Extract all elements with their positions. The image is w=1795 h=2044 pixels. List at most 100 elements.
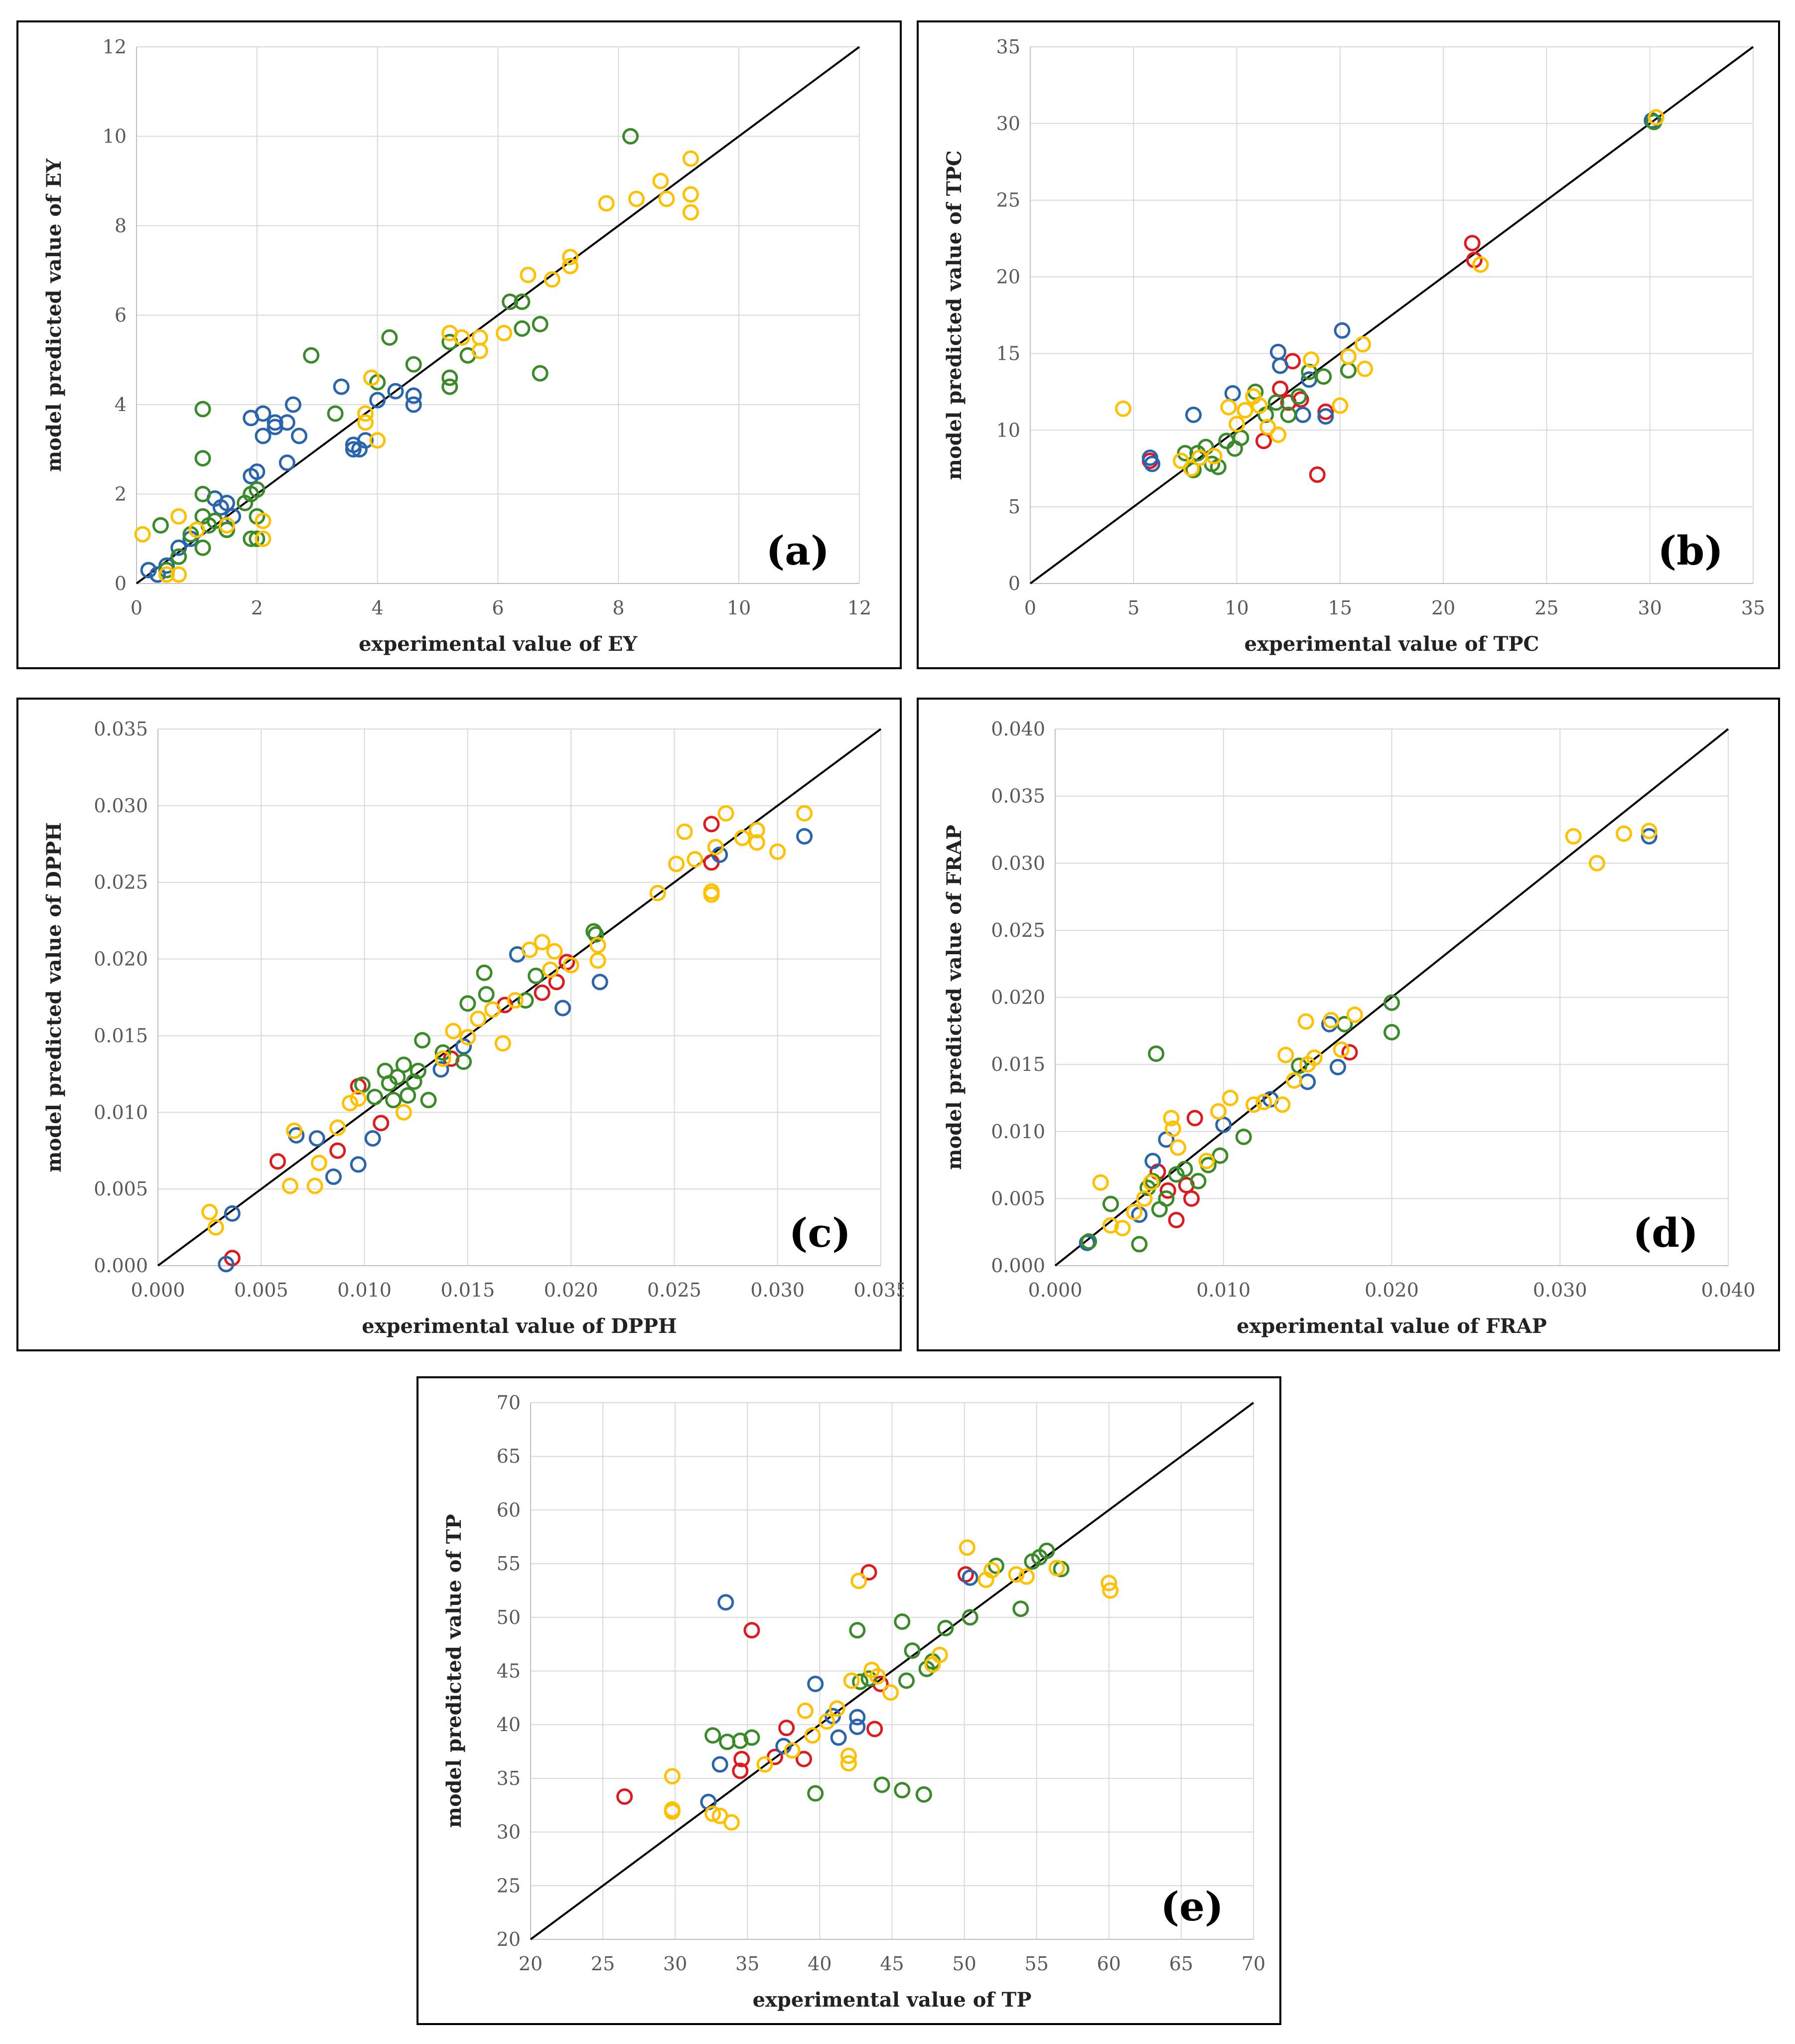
data-point-green bbox=[249, 481, 266, 498]
data-point-yellow bbox=[471, 329, 488, 346]
y-tick-label: 2 bbox=[115, 483, 127, 505]
data-point-green bbox=[532, 365, 549, 382]
x-tick-label: 0.010 bbox=[337, 1279, 392, 1301]
data-point-blue bbox=[218, 494, 235, 511]
data-point-yellow bbox=[255, 530, 272, 547]
data-point-yellow bbox=[1245, 1096, 1262, 1113]
data-point-blue bbox=[357, 432, 374, 449]
data-point-green bbox=[852, 1673, 869, 1690]
data-point-blue bbox=[387, 383, 404, 400]
data-point-red bbox=[703, 854, 720, 871]
data-point-yellow bbox=[1297, 1013, 1314, 1030]
data-point-green bbox=[152, 517, 169, 534]
data-point-yellow bbox=[723, 1814, 740, 1831]
data-point-yellow bbox=[1018, 1568, 1035, 1585]
data-point-green bbox=[414, 1032, 431, 1049]
data-point-yellow bbox=[134, 526, 151, 543]
panel-b: 0 5 10 15 20 25 30 35 0 5 10 15 20 25 30 35 experimental… bbox=[917, 20, 1780, 669]
data-point-yellow bbox=[1251, 397, 1268, 414]
data-point-green bbox=[502, 293, 519, 310]
x-axis-title: experimental value of TP bbox=[753, 1988, 1032, 2012]
data-point-yellow bbox=[306, 1177, 323, 1194]
data-point-yellow bbox=[521, 941, 538, 958]
data-point-green bbox=[441, 369, 458, 386]
data-point-yellow bbox=[1340, 348, 1357, 365]
data-point-blue bbox=[278, 454, 295, 471]
data-point-yellow bbox=[1220, 399, 1237, 416]
x-tick-label: 30 bbox=[663, 1953, 687, 1975]
y-tick-label: 0.020 bbox=[991, 987, 1045, 1009]
data-point-yellow bbox=[652, 172, 669, 189]
x-tick-label: 0.010 bbox=[1196, 1279, 1250, 1301]
data-point-red bbox=[1309, 466, 1326, 483]
y-tick-label: 0.025 bbox=[94, 872, 148, 893]
data-point-green bbox=[528, 967, 545, 984]
data-point-yellow bbox=[668, 856, 685, 873]
diagonal-line bbox=[1054, 728, 1729, 1267]
data-point-yellow bbox=[357, 414, 374, 431]
y-tick-label: 50 bbox=[497, 1606, 521, 1628]
data-point-yellow bbox=[658, 190, 675, 207]
data-point-yellow bbox=[589, 952, 606, 969]
data-point-yellow bbox=[1008, 1566, 1025, 1583]
y-tick-label: 8 bbox=[115, 215, 127, 237]
data-point-red bbox=[733, 1751, 750, 1767]
data-point-green bbox=[587, 926, 604, 943]
data-point-yellow bbox=[453, 329, 470, 346]
data-point-yellow bbox=[1115, 400, 1132, 417]
data-point-yellow bbox=[562, 249, 579, 266]
y-tick-label: 30 bbox=[497, 1821, 521, 1843]
y-tick-label: 0 bbox=[115, 573, 127, 594]
data-point-green bbox=[1190, 1172, 1207, 1189]
data-point-yellow bbox=[170, 508, 187, 525]
data-point-blue bbox=[1144, 1153, 1161, 1169]
data-point-yellow bbox=[828, 1700, 845, 1717]
data-point-blue bbox=[255, 428, 272, 444]
data-point-blue bbox=[962, 1569, 978, 1586]
data-point-yellow bbox=[664, 1768, 681, 1785]
data-point-yellow bbox=[363, 369, 380, 386]
y-axis-title: model predicted value of DPPH bbox=[42, 822, 66, 1172]
data-point-yellow bbox=[1198, 1153, 1215, 1169]
x-tick-label: 0.000 bbox=[131, 1279, 185, 1301]
data-point-yellow bbox=[188, 521, 205, 538]
data-point-yellow bbox=[1274, 1096, 1291, 1113]
data-point-yellow bbox=[1589, 855, 1606, 872]
data-point-blue bbox=[224, 1205, 241, 1222]
data-point-green bbox=[743, 1729, 760, 1746]
data-point-yellow bbox=[445, 1022, 462, 1039]
data-point-yellow bbox=[1173, 452, 1190, 469]
y-tick-label: 55 bbox=[497, 1553, 521, 1575]
y-tick-label: 0.010 bbox=[991, 1121, 1045, 1143]
data-point-red bbox=[1464, 235, 1481, 252]
data-point-blue bbox=[849, 1709, 866, 1726]
data-point-blue bbox=[149, 566, 166, 583]
data-point-green bbox=[395, 1056, 412, 1073]
data-point-yellow bbox=[350, 1090, 367, 1107]
data-point-green bbox=[1212, 1147, 1229, 1164]
data-point-green bbox=[420, 1092, 437, 1109]
data-point-yellow bbox=[1255, 1094, 1272, 1111]
data-point-green bbox=[1081, 1233, 1098, 1250]
data-point-green bbox=[962, 1609, 978, 1626]
data-point-yellow bbox=[1333, 1041, 1350, 1058]
y-tick-label: 10 bbox=[103, 126, 127, 147]
data-point-yellow bbox=[1269, 427, 1286, 443]
diagonal-line bbox=[530, 1402, 1254, 1940]
data-point-yellow bbox=[1163, 1110, 1180, 1127]
data-point-blue bbox=[775, 1738, 792, 1754]
x-tick-label: 15 bbox=[1328, 597, 1352, 619]
data-point-yellow bbox=[1170, 1139, 1187, 1156]
data-point-green bbox=[807, 1785, 824, 1802]
data-point-yellow bbox=[1286, 1072, 1303, 1089]
data-point-blue bbox=[1641, 828, 1657, 845]
data-point-green bbox=[455, 1053, 472, 1070]
data-point-yellow bbox=[1164, 1120, 1181, 1137]
data-point-yellow bbox=[687, 851, 703, 868]
data-point-yellow bbox=[704, 1805, 721, 1822]
x-tick-label: 55 bbox=[1025, 1953, 1049, 1975]
data-point-yellow bbox=[1048, 1560, 1065, 1577]
data-point-yellow bbox=[1346, 1007, 1363, 1023]
x-tick-label: 50 bbox=[952, 1953, 976, 1975]
data-point-yellow bbox=[218, 517, 235, 534]
